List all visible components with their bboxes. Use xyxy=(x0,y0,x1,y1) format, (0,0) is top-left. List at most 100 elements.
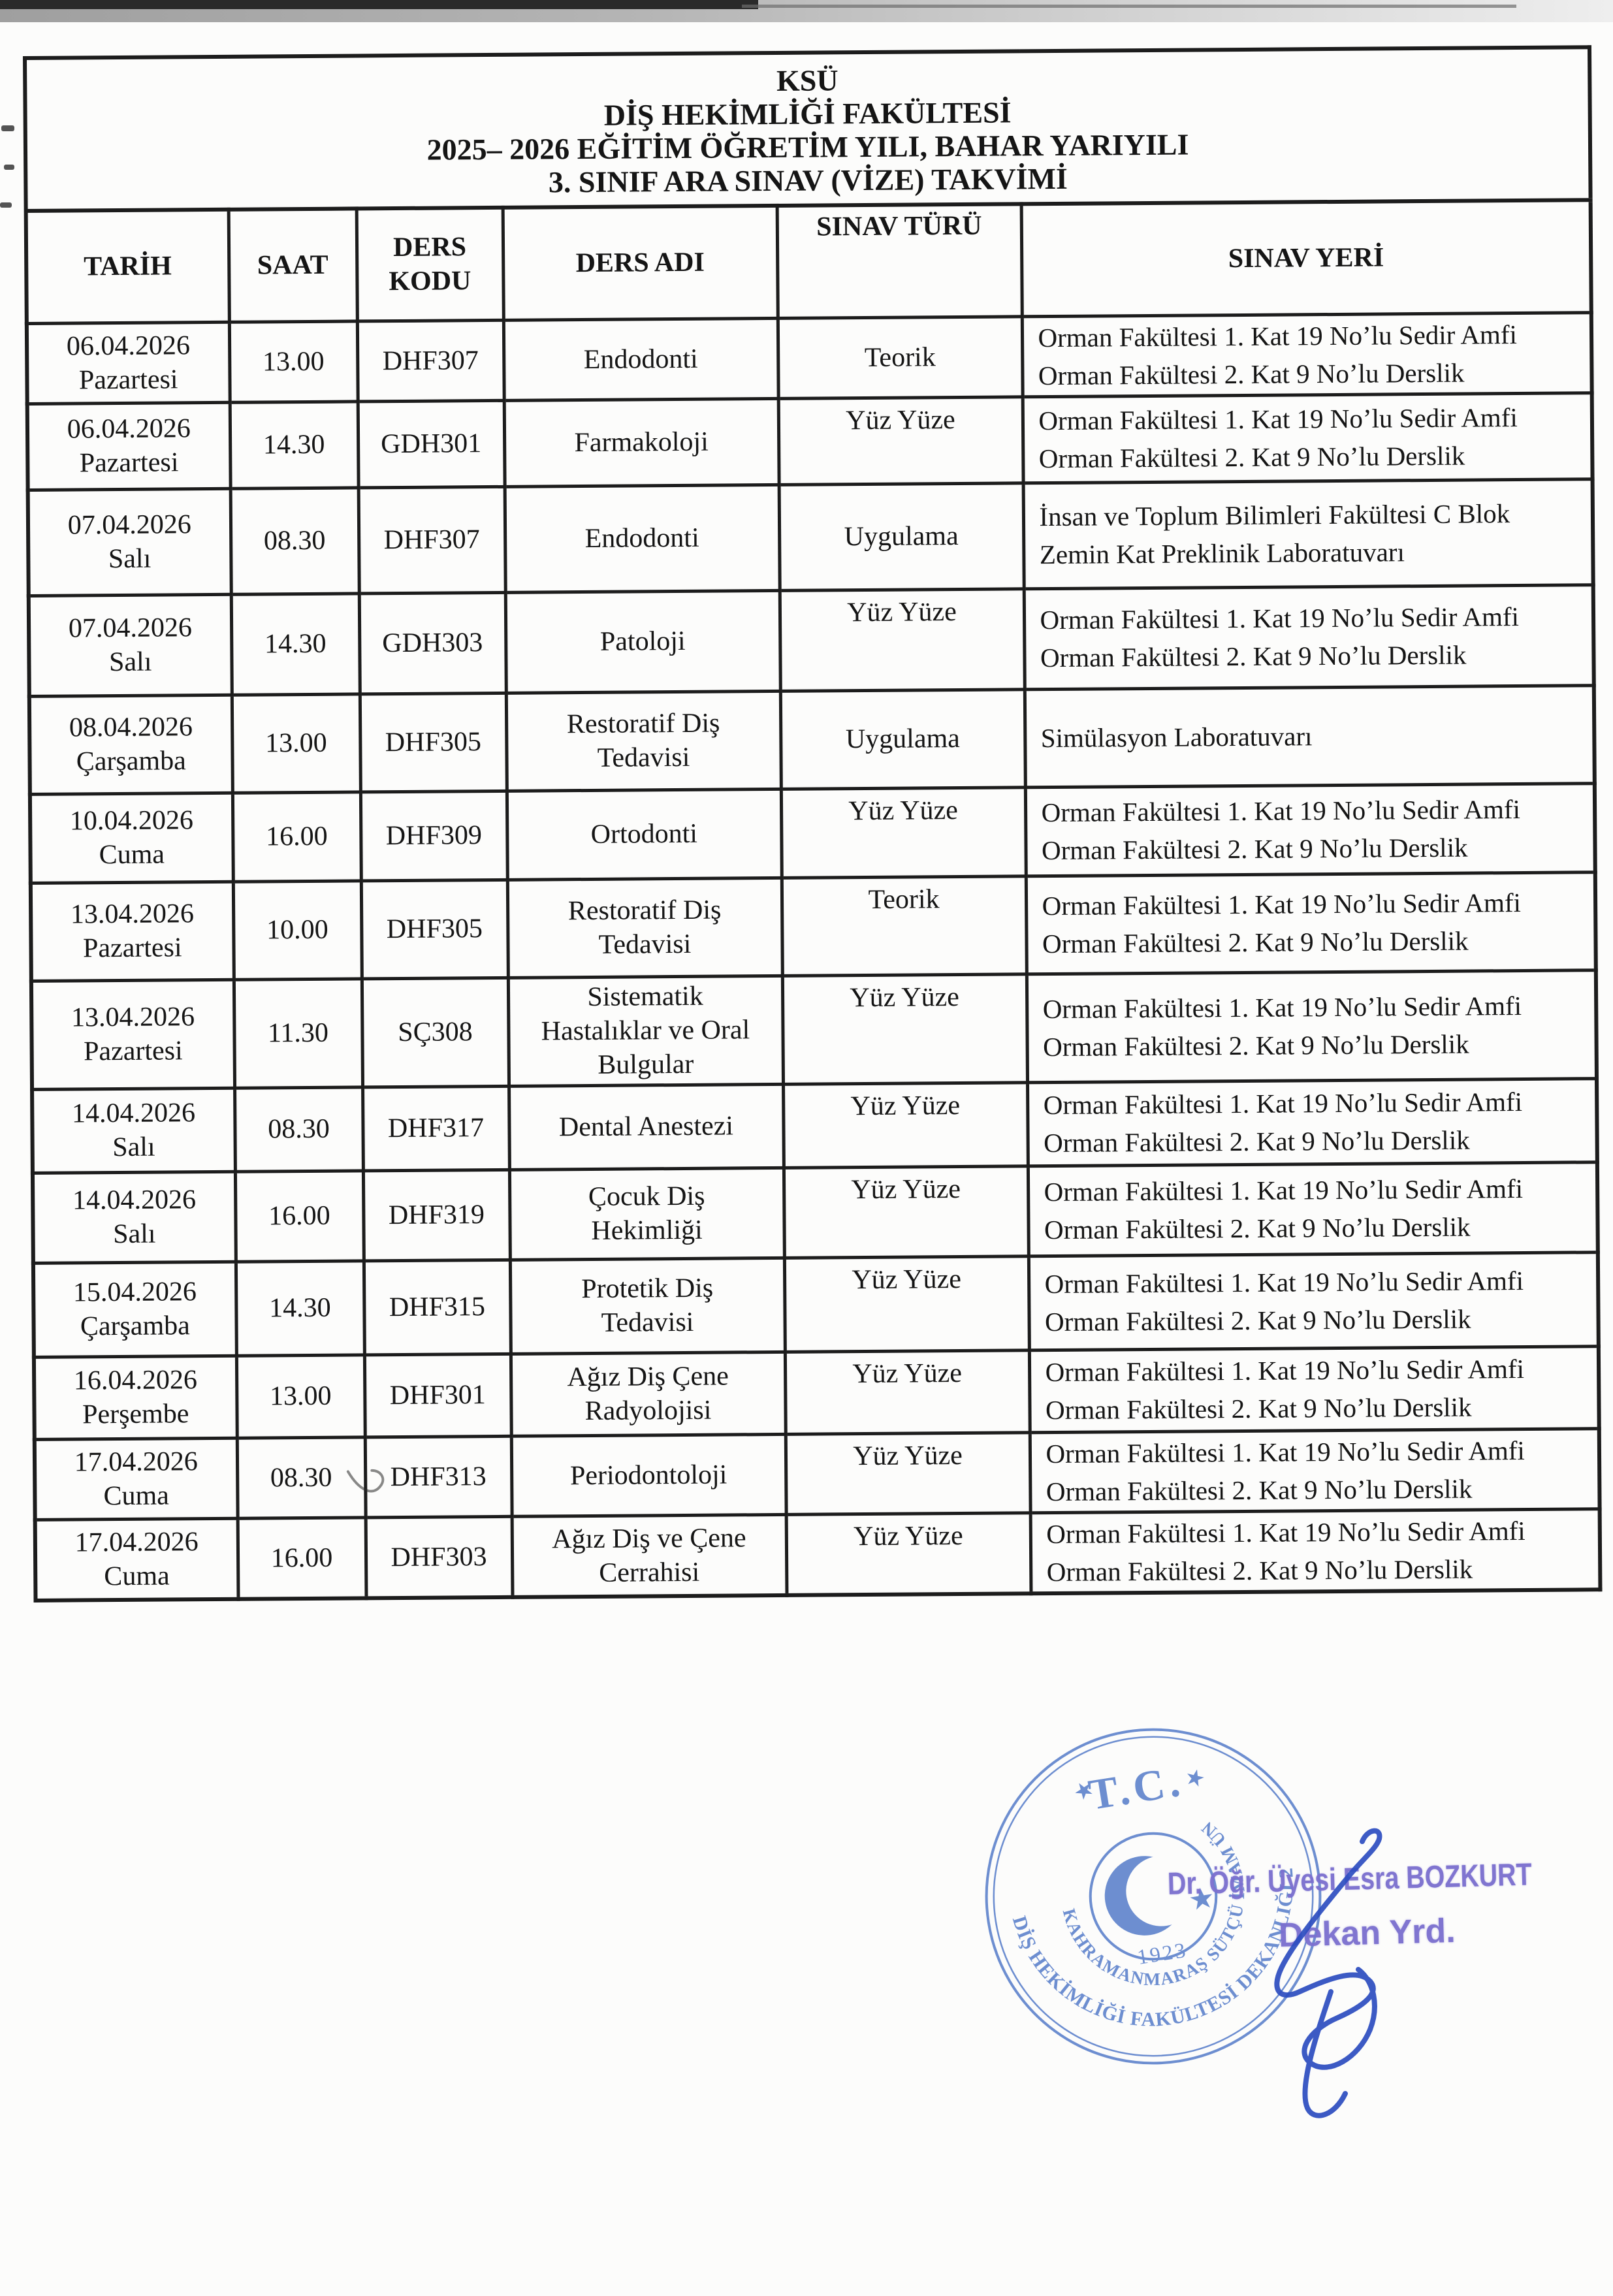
exam-location-cell: Orman Fakültesi 1. Kat 19 No’lu Sedir Am… xyxy=(1028,1252,1599,1350)
exam-day: Salı xyxy=(108,646,152,678)
exam-location-line: Orman Fakültesi 1. Kat 19 No’lu Sedir Am… xyxy=(1041,794,1521,828)
exam-location-line: Orman Fakültesi 1. Kat 19 No’lu Sedir Am… xyxy=(1038,319,1518,353)
table-row: 08.04.2026 Çarşamba 13.00 DHF305 Restora… xyxy=(29,685,1595,794)
exam-type-cell: Teorik xyxy=(781,876,1027,976)
exam-time-cell: 14.30 xyxy=(235,1260,364,1356)
course-code-cell: DHF305 xyxy=(360,879,508,979)
exam-time-cell: 11.30 xyxy=(233,978,363,1088)
svg-text:★: ★ xyxy=(1186,1880,1217,1918)
exam-time-cell: 08.30 xyxy=(234,1087,363,1172)
exam-location-cell: Orman Fakültesi 1. Kat 19 No’lu Sedir Am… xyxy=(1025,872,1596,974)
document-title: KSÜ DİŞ HEKİMLİĞİ FAKÜLTESİ 2025– 2026 E… xyxy=(25,47,1591,211)
exam-type-cell: Yüz Yüze xyxy=(784,1350,1030,1434)
exam-location-line: Orman Fakültesi 1. Kat 19 No’lu Sedir Am… xyxy=(1042,991,1522,1025)
exam-location-line: Orman Fakültesi 1. Kat 19 No’lu Sedir Am… xyxy=(1042,887,1522,921)
table-row: 07.04.2026 Salı 08.30 DHF307 Endodonti U… xyxy=(27,479,1593,596)
course-name-cell: Periodontoloji xyxy=(511,1433,786,1516)
scan-edge-dark-bar xyxy=(0,0,758,9)
exam-location-cell: Orman Fakültesi 1. Kat 19 No’lu Sedir Am… xyxy=(1023,584,1594,690)
column-header-exam-location: SINAV YERİ xyxy=(1021,200,1591,317)
course-code-cell: SÇ308 xyxy=(361,977,509,1087)
exam-type-cell: Teorik xyxy=(777,316,1023,398)
exam-schedule-document: KSÜ DİŞ HEKİMLİĞİ FAKÜLTESİ 2025– 2026 E… xyxy=(23,45,1603,1602)
exam-date-cell: 06.04.2026 Pazartesi xyxy=(27,402,231,490)
course-code-cell: GDH301 xyxy=(357,400,505,488)
course-name-cell: Endodonti xyxy=(504,484,780,592)
exam-location-line: Orman Fakültesi 1. Kat 19 No’lu Sedir Am… xyxy=(1044,1266,1524,1299)
exam-date: 15.04.2026 xyxy=(72,1277,197,1308)
course-code-cell: DHF303 xyxy=(365,1516,513,1599)
column-header-exam-type: SINAV TÜRÜ xyxy=(776,204,1022,318)
course-name-cell: Ağız Diş Çene Radyolojisi xyxy=(510,1351,786,1436)
scan-speck xyxy=(1,125,14,131)
column-header-course-name: DERS ADI xyxy=(502,205,778,320)
table-row: 06.04.2026 Pazartesi 13.00 DHF307 Endodo… xyxy=(26,312,1592,404)
course-name-cell: Restoratif Diş Tedavisi xyxy=(505,690,781,791)
exam-day: Pazartesi xyxy=(82,933,182,964)
exam-day: Cuma xyxy=(104,1561,170,1591)
exam-location-cell: Orman Fakültesi 1. Kat 19 No’lu Sedir Am… xyxy=(1027,1078,1597,1166)
exam-type-cell: Yüz Yüze xyxy=(778,396,1023,485)
exam-date-cell: 17.04.2026 Cuma xyxy=(34,1437,238,1520)
exam-type-cell: Uygulama xyxy=(780,689,1025,789)
exam-location-line: Orman Fakültesi 2. Kat 9 No’lu Derslik xyxy=(1044,1303,1471,1337)
course-name-cell: Protetik Diş Tedavisi xyxy=(509,1257,785,1354)
exam-date-cell: 10.04.2026 Cuma xyxy=(29,792,233,883)
exam-day: Salı xyxy=(112,1132,155,1163)
exam-time-cell: 16.00 xyxy=(232,791,361,882)
course-name-cell: Farmakoloji xyxy=(503,398,779,486)
course-code-cell: GDH303 xyxy=(359,592,506,694)
exam-location-line: Orman Fakültesi 2. Kat 9 No’lu Derslik xyxy=(1044,1211,1471,1245)
seal-ring-inner-text: KAHRAMANMARAŞ SÜTÇÜ İMAM ÜNİ. xyxy=(926,1670,1262,2020)
exam-location-line: Orman Fakültesi 1. Kat 19 No’lu Sedir Am… xyxy=(1043,1087,1523,1121)
university-seal-stamp: ★ T.C. ★ ★ 1923 KAHRAMANMARAŞ SÜTÇÜ İMAM… xyxy=(926,1670,1322,2065)
course-name-cell: Çocuk Diş Hekimliği xyxy=(509,1167,784,1260)
exam-time-cell: 14.30 xyxy=(231,593,360,695)
exam-date: 14.04.2026 xyxy=(71,1098,196,1129)
exam-location-line: Orman Fakültesi 2. Kat 9 No’lu Derslik xyxy=(1045,1392,1472,1426)
exam-date: 08.04.2026 xyxy=(69,712,193,743)
exam-date-cell: 15.04.2026 Çarşamba xyxy=(33,1261,236,1357)
exam-time-cell: 13.00 xyxy=(229,321,358,402)
exam-date: 13.04.2026 xyxy=(70,899,195,930)
exam-location-cell: Simülasyon Laboratuvarı xyxy=(1024,685,1595,788)
exam-type-cell: Uygulama xyxy=(778,483,1024,590)
exam-location-line: Orman Fakültesi 1. Kat 19 No’lu Sedir Am… xyxy=(1038,402,1518,436)
course-name-cell: Patoloji xyxy=(505,590,780,693)
exam-location-cell: Orman Fakültesi 1. Kat 19 No’lu Sedir Am… xyxy=(1027,1162,1598,1256)
column-header-date: TARİH xyxy=(25,209,229,323)
exam-location-line: Orman Fakültesi 2. Kat 9 No’lu Derslik xyxy=(1038,440,1465,474)
exam-day: Cuma xyxy=(99,839,165,870)
exam-location-line: İnsan ve Toplum Bilimleri Fakültesi C Bl… xyxy=(1039,498,1510,532)
exam-day: Salı xyxy=(108,543,152,575)
table-row: 06.04.2026 Pazartesi 14.30 GDH301 Farmak… xyxy=(27,392,1593,490)
exam-date: 17.04.2026 xyxy=(74,1446,198,1478)
exam-type-cell: Yüz Yüze xyxy=(786,1512,1031,1595)
table-row: 15.04.2026 Çarşamba 14.30 DHF315 Proteti… xyxy=(33,1252,1599,1357)
column-header-course-code: DERS KODU xyxy=(356,207,503,321)
column-header-time: SAAT xyxy=(228,208,357,322)
exam-date: 07.04.2026 xyxy=(68,613,193,644)
course-code-cell: DHF315 xyxy=(363,1259,511,1355)
pen-mark xyxy=(346,1469,385,1493)
course-code-cell: DHF307 xyxy=(357,319,504,402)
exam-location-line: Orman Fakültesi 2. Kat 9 No’lu Derslik xyxy=(1043,1124,1470,1158)
exam-location-cell: Orman Fakültesi 1. Kat 19 No’lu Sedir Am… xyxy=(1021,312,1592,397)
document-title-row: KSÜ DİŞ HEKİMLİĞİ FAKÜLTESİ 2025– 2026 E… xyxy=(25,47,1591,211)
table-row: 07.04.2026 Salı 14.30 GDH303 Patoloji Yü… xyxy=(28,584,1594,696)
exam-schedule-table: KSÜ DİŞ HEKİMLİĞİ FAKÜLTESİ 2025– 2026 E… xyxy=(23,45,1603,1602)
seal-outer-ring xyxy=(985,1728,1322,2065)
course-name-cell: Restoratif Diş Tedavisi xyxy=(507,877,782,978)
exam-date-cell: 06.04.2026 Pazartesi xyxy=(26,321,230,404)
scan-speck xyxy=(0,202,12,208)
exam-location-cell: Orman Fakültesi 1. Kat 19 No’lu Sedir Am… xyxy=(1029,1346,1599,1433)
exam-date: 16.04.2026 xyxy=(73,1365,198,1396)
exam-type-cell: Yüz Yüze xyxy=(780,787,1026,878)
exam-location-line: Orman Fakültesi 1. Kat 19 No’lu Sedir Am… xyxy=(1040,601,1520,635)
course-name-cell: Ağız Diş ve Çene Cerrahisi xyxy=(511,1514,787,1597)
exam-location-cell: Orman Fakültesi 1. Kat 19 No’lu Sedir Am… xyxy=(1026,970,1597,1083)
course-code-cell: DHF319 xyxy=(362,1169,510,1261)
exam-type-cell: Yüz Yüze xyxy=(782,974,1028,1084)
table-row: 10.04.2026 Cuma 16.00 DHF309 Ortodonti Y… xyxy=(29,783,1595,883)
